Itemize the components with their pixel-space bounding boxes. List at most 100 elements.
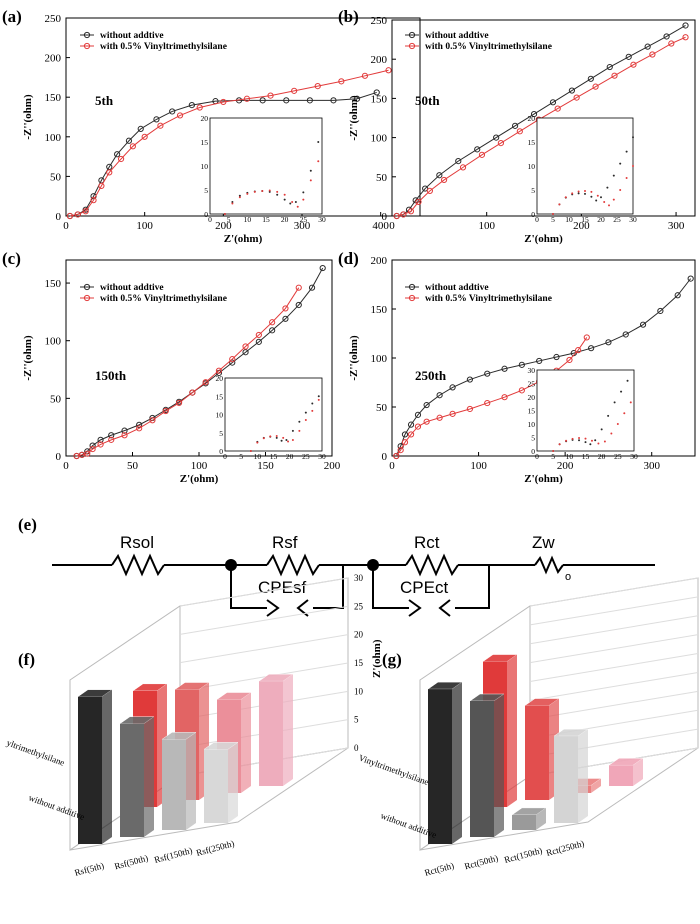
y-tick-label: 50 [50,171,62,183]
bar [554,736,578,823]
z-tick-label: 5 [354,715,359,725]
inset-point [577,190,580,193]
x-tick-label: 0 [389,460,395,472]
inset-point [311,409,314,412]
legend-label: without addtive [100,283,164,293]
inset-point [597,442,600,445]
y-axis-title: -Z''(ohm) [22,335,34,381]
data-point [137,125,144,132]
data-point [649,51,656,58]
inset-point [309,169,312,172]
data-point [176,112,184,119]
category-label: Rct(250th) [545,838,585,858]
y-tick-label: 200 [45,53,62,65]
circuit-node [225,559,237,571]
inset-y-tick-label: 10 [528,162,536,171]
x-axis-title: Z'(ohm) [180,473,219,485]
data-point [414,411,422,418]
data-point [269,327,276,334]
data-point [385,67,392,74]
inset-point [238,196,241,199]
x-tick-label: 200 [557,460,574,472]
y-axis-title: -Z''(ohm) [348,335,360,381]
inset-y-tick-label: 0 [219,447,223,456]
y-tick-label: 0 [382,211,388,223]
inset-point [571,437,574,440]
data-point [373,89,380,96]
x-tick-label: 100 [136,220,153,232]
inset-x-tick-label: 15 [270,452,278,461]
bar-side [591,778,601,793]
inset-y-tick-label: 10 [201,162,209,171]
inset-point [623,412,626,415]
inset-point [616,423,619,425]
inset-point [596,194,599,197]
category-label: Rct(50th) [463,853,499,872]
inset-point [317,141,320,143]
inset-point [590,190,593,193]
inset-y-tick-label: 15 [528,138,536,147]
data-point [493,134,500,141]
inset-point [249,450,252,452]
z-grid-line [179,577,349,607]
inset-point [577,192,580,195]
data-point [97,441,104,448]
inset-x-tick-label: 20 [598,452,606,461]
inset-point [552,450,555,452]
inset-point [584,192,586,195]
inset-point [283,198,286,201]
y-axis-title: -Z''(ohm) [22,94,34,140]
inset-point [625,177,628,179]
data-point [605,339,612,346]
row-label-g-top: Vinyltrimethylsilane [357,752,430,787]
data-point [518,361,525,368]
data-point [583,334,590,341]
x-axis-title: Z'(ohm) [524,473,563,485]
x-tick-label: 100 [470,460,487,472]
inset-point [302,198,305,201]
z-axis-title: Z'(ohm) [371,639,383,678]
cpesf-label: CPEsf [258,578,306,597]
legend-marker [83,294,91,302]
inset-point [589,443,592,446]
plot-frame [65,17,421,217]
data-point [169,108,176,115]
data-point [536,357,543,365]
panel-label: (b) [338,7,359,26]
inset-frame [536,117,634,215]
inset-x-tick-label: 30 [318,215,326,224]
data-point [518,387,525,394]
inset-point [253,190,256,193]
inset-x-tick-label: 15 [262,215,270,224]
panel-label: (f) [18,650,35,669]
inset-point [275,435,278,438]
data-point [436,172,443,179]
chart-panel-c: (c)0 50 100 150 200050100150Z'(ohm)-Z''(ohm)… [2,249,341,485]
inset-point [285,439,288,442]
inset-point [612,174,615,177]
data-point [136,421,143,428]
data-point [592,83,599,90]
data-point [422,185,429,192]
cpesf-branch [230,565,267,609]
inset-point [223,213,226,215]
inset-x-tick-label: 25 [302,452,310,461]
warburg-element [534,555,564,575]
panel-label: (c) [2,249,21,268]
bar [428,689,452,844]
rsol-resistor [111,553,165,577]
data-point [196,104,203,111]
inset-frame [224,377,323,452]
inset-x-tick-label: 30 [630,452,638,461]
inset-frame [209,117,323,215]
inset-y-tick-label: 15 [201,138,209,147]
circuit-node [367,559,379,571]
data-point [401,431,409,438]
legend-label: with 0.5% Vinyltrimethylsilane [100,42,227,52]
data-point [188,102,195,109]
x-axis-title: Z'(ohm) [224,233,263,245]
inset-point [231,202,234,205]
data-point [84,450,91,457]
rct-resistor [405,553,459,577]
